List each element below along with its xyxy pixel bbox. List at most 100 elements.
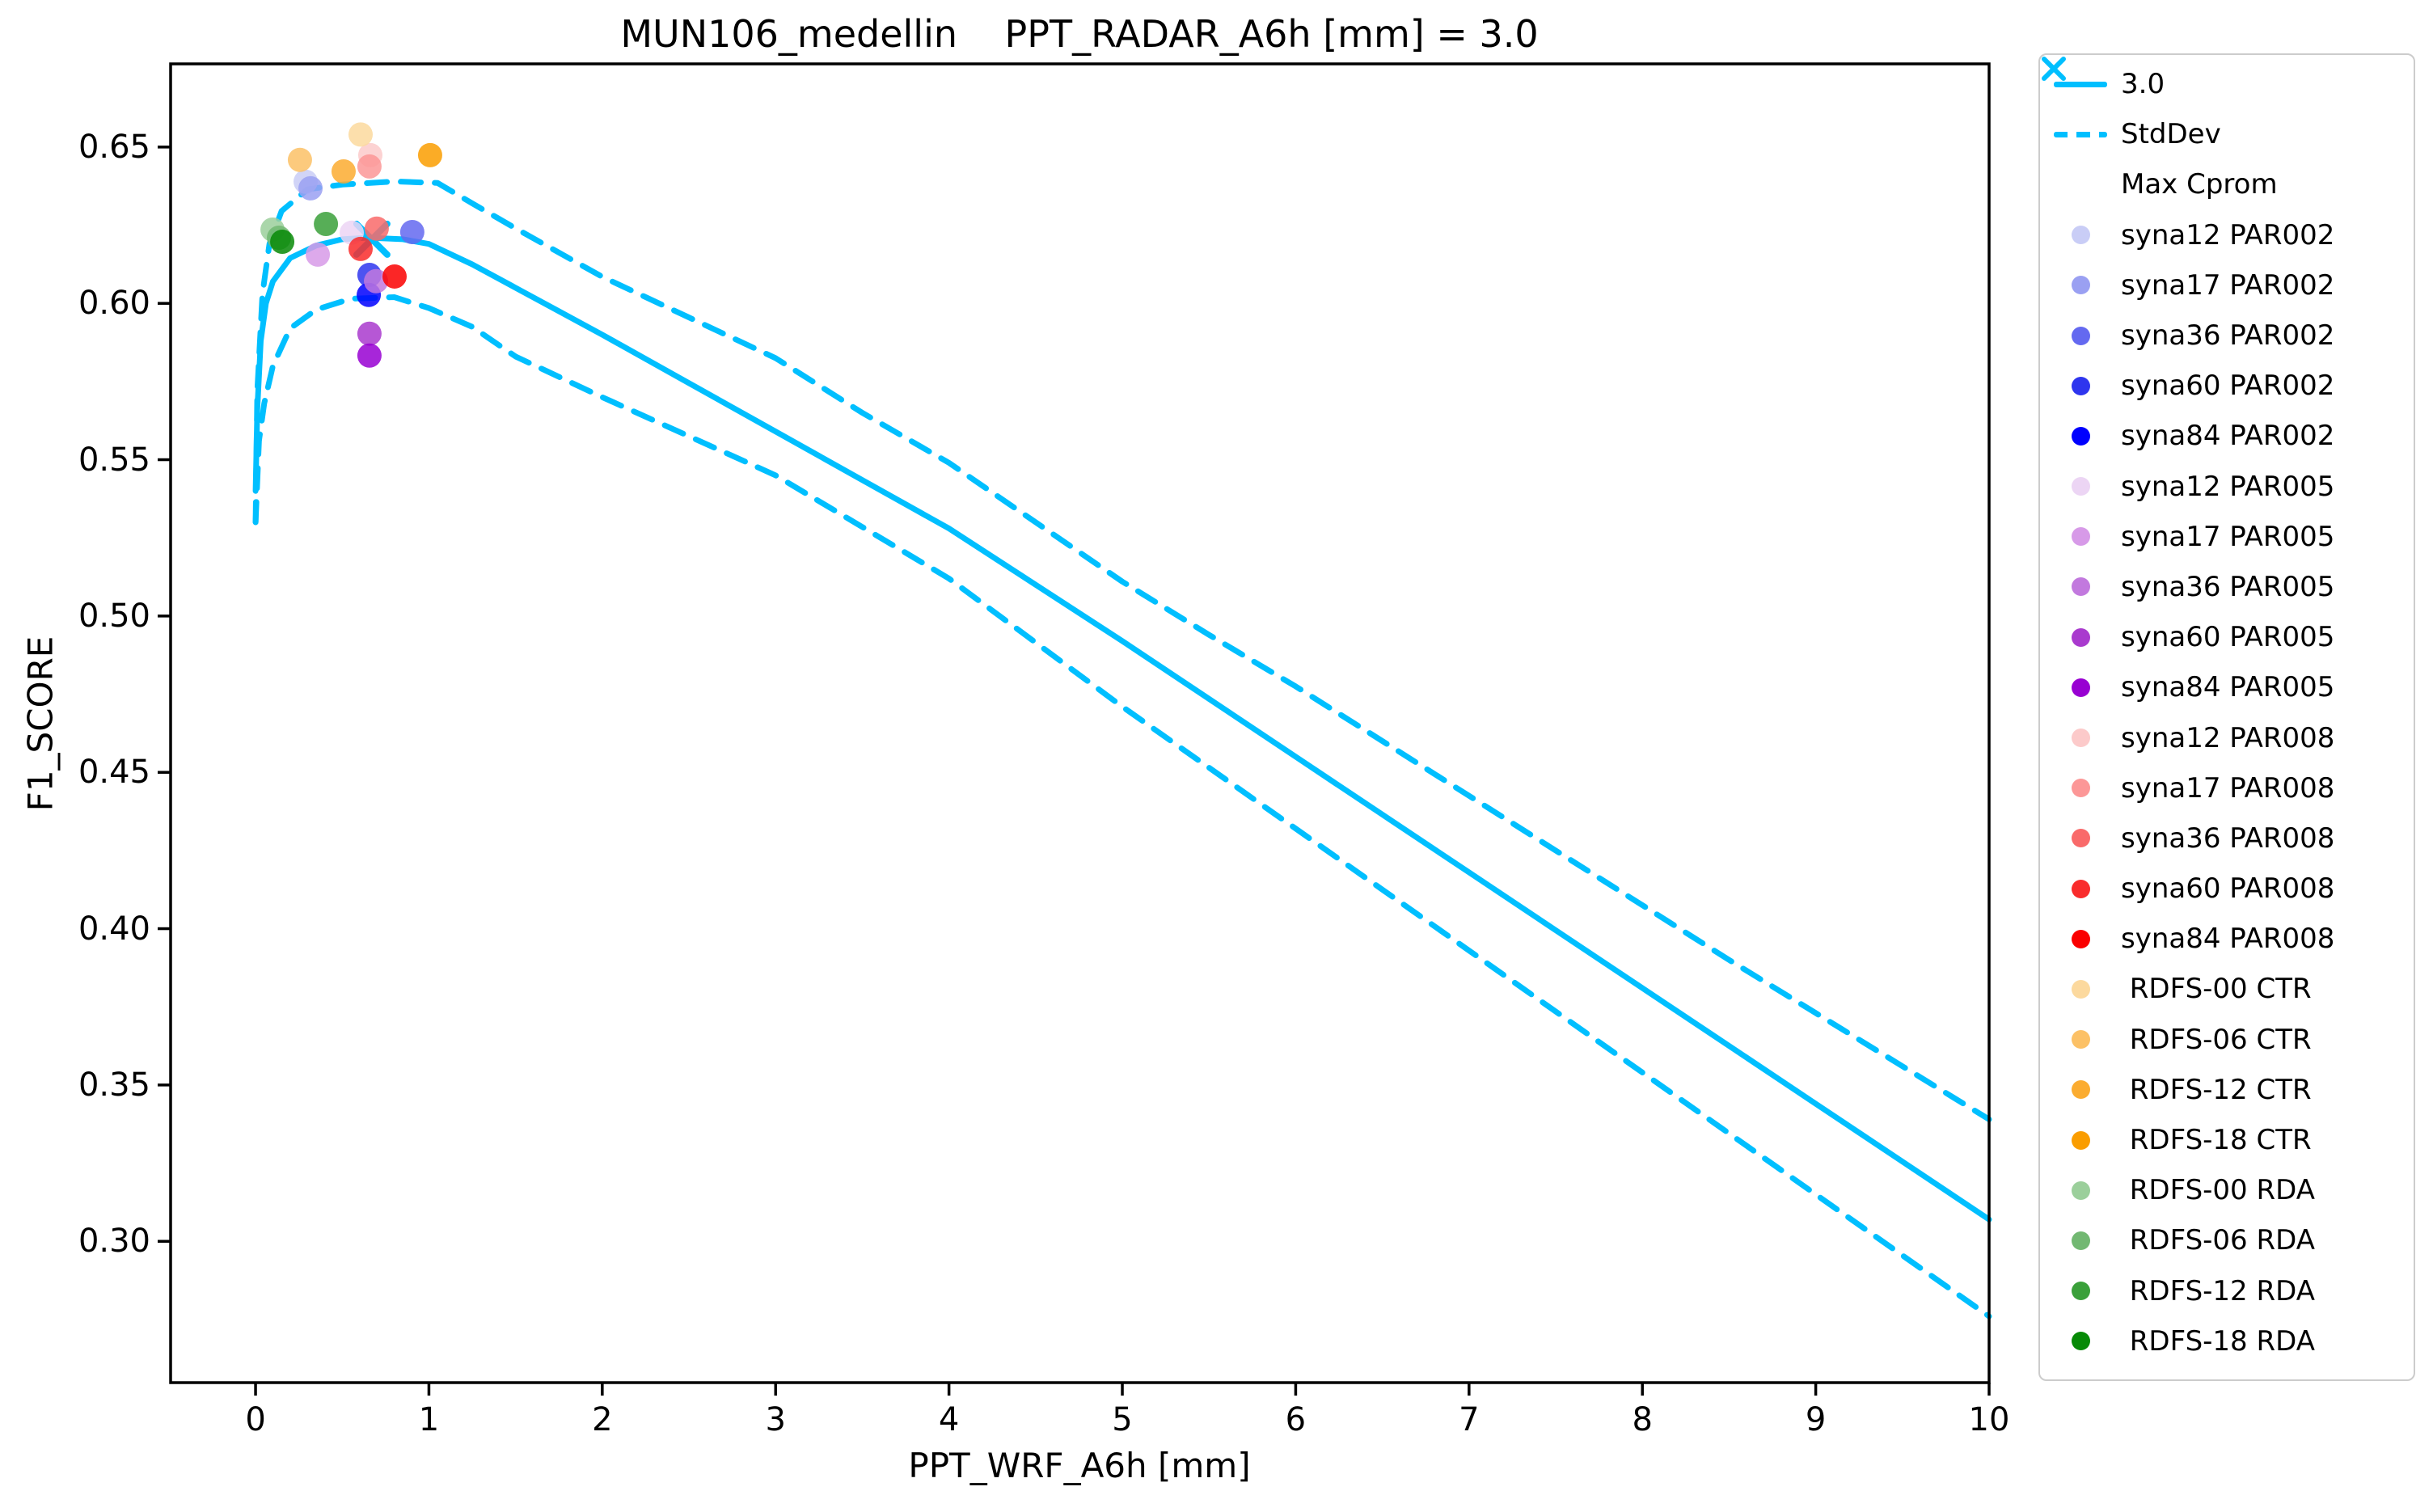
scatter-point bbox=[331, 159, 356, 184]
scatter-point bbox=[348, 236, 373, 261]
legend-item: syna17 PAR002 bbox=[2040, 260, 2414, 310]
scatter-point bbox=[382, 264, 407, 289]
legend-item-label: syna36 PAR002 bbox=[2121, 319, 2335, 353]
y-tick-label: 0.65 bbox=[78, 128, 150, 166]
legend-dot-icon bbox=[2071, 1231, 2090, 1250]
scatter-point bbox=[287, 147, 312, 172]
legend-item-label: syna12 PAR005 bbox=[2121, 470, 2335, 503]
legend-item-label: RDFS-06 RDA bbox=[2121, 1224, 2315, 1257]
scatter-point bbox=[270, 230, 295, 255]
legend-dot-icon bbox=[2071, 426, 2090, 446]
legend-item: syna12 PAR002 bbox=[2040, 210, 2414, 260]
legend-dot-icon bbox=[2071, 376, 2090, 395]
legend-item-label: syna84 PAR008 bbox=[2121, 923, 2335, 956]
legend-dot-icon bbox=[2071, 729, 2090, 748]
chart-title: MUN106_medellin PPT_RADAR_A6h [mm] = 3.0 bbox=[620, 12, 1539, 56]
legend-dot-icon bbox=[2071, 879, 2090, 898]
legend-cross-icon bbox=[2042, 57, 2066, 81]
legend-item-label: RDFS-12 CTR bbox=[2121, 1073, 2312, 1106]
legend-item-label: RDFS-00 CTR bbox=[2121, 973, 2312, 1006]
legend-item: syna84 PAR002 bbox=[2040, 411, 2414, 461]
y-tick-label: 0.55 bbox=[78, 441, 150, 479]
legend-item: syna60 PAR008 bbox=[2040, 864, 2414, 914]
scatter-point bbox=[348, 122, 373, 147]
legend-item: Max Cprom bbox=[2040, 57, 2414, 209]
scatter-point bbox=[357, 321, 382, 346]
legend-dot-icon bbox=[2071, 1080, 2090, 1100]
legend-item: RDFS-00 RDA bbox=[2040, 1165, 2414, 1215]
x-tick-label: 6 bbox=[1285, 1401, 1307, 1438]
legend-item-label: syna60 PAR005 bbox=[2121, 621, 2335, 654]
legend-item: syna36 PAR008 bbox=[2040, 813, 2414, 864]
legend-dot-icon bbox=[2071, 577, 2090, 597]
legend-item: RDFS-06 CTR bbox=[2040, 1015, 2414, 1065]
legend-item: syna36 PAR002 bbox=[2040, 310, 2414, 361]
legend-dot-icon bbox=[2071, 979, 2090, 999]
legend-dot-icon bbox=[2071, 326, 2090, 345]
legend-item: syna36 PAR005 bbox=[2040, 562, 2414, 612]
legend-item-label: RDFS-18 RDA bbox=[2121, 1324, 2315, 1358]
scatter-point bbox=[364, 216, 389, 241]
scatter-point bbox=[306, 242, 331, 267]
legend-item-label: RDFS-18 CTR bbox=[2121, 1124, 2312, 1157]
legend-dashed-line-icon bbox=[2054, 131, 2107, 137]
y-tick-label: 0.35 bbox=[78, 1066, 150, 1104]
legend-dot-icon bbox=[2071, 829, 2090, 848]
legend-item: RDFS-18 RDA bbox=[2040, 1316, 2414, 1366]
scatter-point bbox=[399, 220, 425, 245]
legend-dot-icon bbox=[2071, 1030, 2090, 1050]
legend-item-label: RDFS-06 CTR bbox=[2121, 1023, 2312, 1056]
legend-item-label: 3.0 bbox=[2121, 68, 2165, 101]
legend-item: RDFS-12 RDA bbox=[2040, 1266, 2414, 1316]
scatter-point bbox=[364, 268, 389, 294]
legend: 3.0 StdDev Max Cprom syna12 PAR002 syna17 PA… bbox=[2038, 53, 2415, 1381]
legend-dot-icon bbox=[2071, 627, 2090, 647]
x-tick-label: 7 bbox=[1459, 1401, 1480, 1438]
x-tick-label: 3 bbox=[765, 1401, 786, 1438]
scatter-point bbox=[357, 343, 382, 368]
scatter-point bbox=[314, 211, 339, 236]
legend-item: syna12 PAR008 bbox=[2040, 712, 2414, 762]
legend-dot-icon bbox=[2071, 527, 2090, 547]
x-tick-label: 9 bbox=[1805, 1401, 1827, 1438]
x-tick-label: 0 bbox=[245, 1401, 266, 1438]
legend-item-label: RDFS-12 RDA bbox=[2121, 1274, 2315, 1307]
legend-item: syna17 PAR008 bbox=[2040, 763, 2414, 813]
legend-item-label: syna60 PAR002 bbox=[2121, 370, 2335, 403]
legend-item: syna12 PAR005 bbox=[2040, 462, 2414, 512]
series-mean-line bbox=[252, 234, 1992, 1223]
legend-item: syna60 PAR002 bbox=[2040, 361, 2414, 411]
y-tick-label: 0.30 bbox=[78, 1223, 150, 1261]
series-stddev-line bbox=[252, 178, 1992, 1122]
legend-item: RDFS-00 CTR bbox=[2040, 964, 2414, 1014]
legend-item-label: Max Cprom bbox=[2121, 168, 2278, 201]
legend-dot-icon bbox=[2071, 1130, 2090, 1150]
legend-dot-icon bbox=[2071, 276, 2090, 295]
series-stddev-line bbox=[252, 294, 1992, 1320]
x-tick-label: 2 bbox=[592, 1401, 613, 1438]
legend-item-label: StdDev bbox=[2121, 118, 2221, 151]
legend-dot-icon bbox=[2071, 1282, 2090, 1301]
legend-item-label: syna12 PAR008 bbox=[2121, 721, 2335, 754]
legend-item-label: syna12 PAR002 bbox=[2121, 218, 2335, 251]
legend-dot-icon bbox=[2071, 929, 2090, 948]
axes-spines bbox=[169, 62, 1991, 1384]
legend-item: syna84 PAR008 bbox=[2040, 914, 2414, 964]
legend-item: StdDev bbox=[2040, 109, 2414, 159]
legend-solid-line-icon bbox=[2054, 81, 2107, 87]
legend-dot-icon bbox=[2071, 226, 2090, 245]
x-tick-label: 10 bbox=[1968, 1401, 2010, 1438]
legend-item: syna84 PAR005 bbox=[2040, 662, 2414, 712]
legend-item: 3.0 bbox=[2040, 59, 2414, 109]
legend-item-label: syna36 PAR005 bbox=[2121, 570, 2335, 603]
legend-item-label: RDFS-00 RDA bbox=[2121, 1174, 2315, 1207]
scatter-point bbox=[298, 175, 323, 201]
x-axis-label: PPT_WRF_A6h [mm] bbox=[908, 1446, 1251, 1485]
legend-item-label: syna84 PAR005 bbox=[2121, 671, 2335, 704]
y-tick-label: 0.40 bbox=[78, 910, 150, 948]
x-tick-label: 5 bbox=[1112, 1401, 1133, 1438]
y-tick-label: 0.50 bbox=[78, 597, 150, 635]
x-tick-label: 8 bbox=[1632, 1401, 1653, 1438]
